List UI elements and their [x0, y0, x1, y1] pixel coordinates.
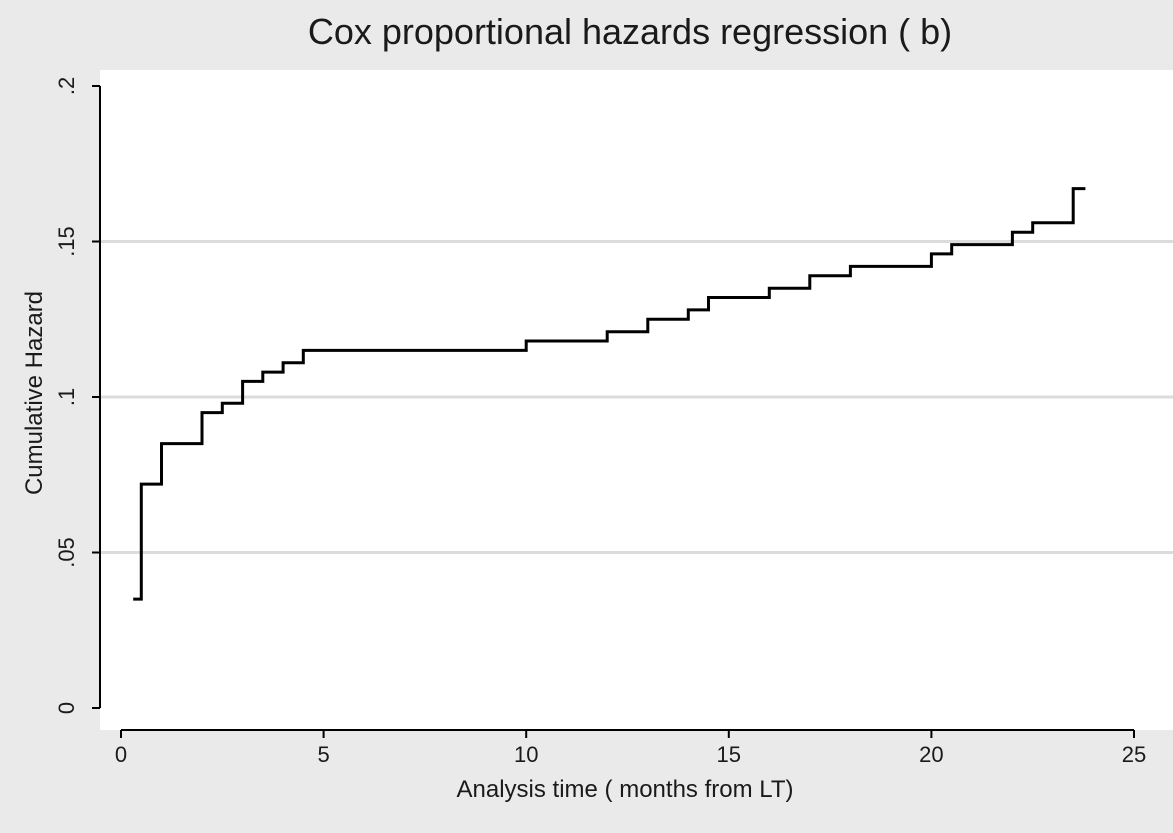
- gridlines: [101, 240, 1173, 554]
- axes: [92, 85, 1135, 738]
- y-tick-label: .1: [54, 388, 79, 406]
- series-layer: [133, 187, 1086, 601]
- plot-region: [100, 70, 1173, 730]
- y-tick-label: .15: [54, 226, 79, 257]
- x-tick-label: 10: [514, 742, 538, 767]
- y-axis-label: Cumulative Hazard: [21, 291, 48, 495]
- y-tick-label: .2: [54, 77, 79, 95]
- x-tick-label: 0: [115, 742, 127, 767]
- x-tick-label: 5: [317, 742, 329, 767]
- x-tick-label: 15: [717, 742, 741, 767]
- y-tick-label: .05: [54, 537, 79, 568]
- x-tick-label: 25: [1122, 742, 1146, 767]
- tick-labels: 0 .05 .1 .15 .2 0 5 10 15 20 25: [54, 77, 1146, 767]
- chart-title: Cox proportional hazards regression ( b): [308, 11, 952, 52]
- cumulative-hazard-step-line: [133, 187, 1086, 601]
- x-tick-label: 20: [919, 742, 943, 767]
- y-tick-label: 0: [54, 702, 79, 714]
- x-axis-label: Analysis time ( months from LT): [457, 776, 794, 803]
